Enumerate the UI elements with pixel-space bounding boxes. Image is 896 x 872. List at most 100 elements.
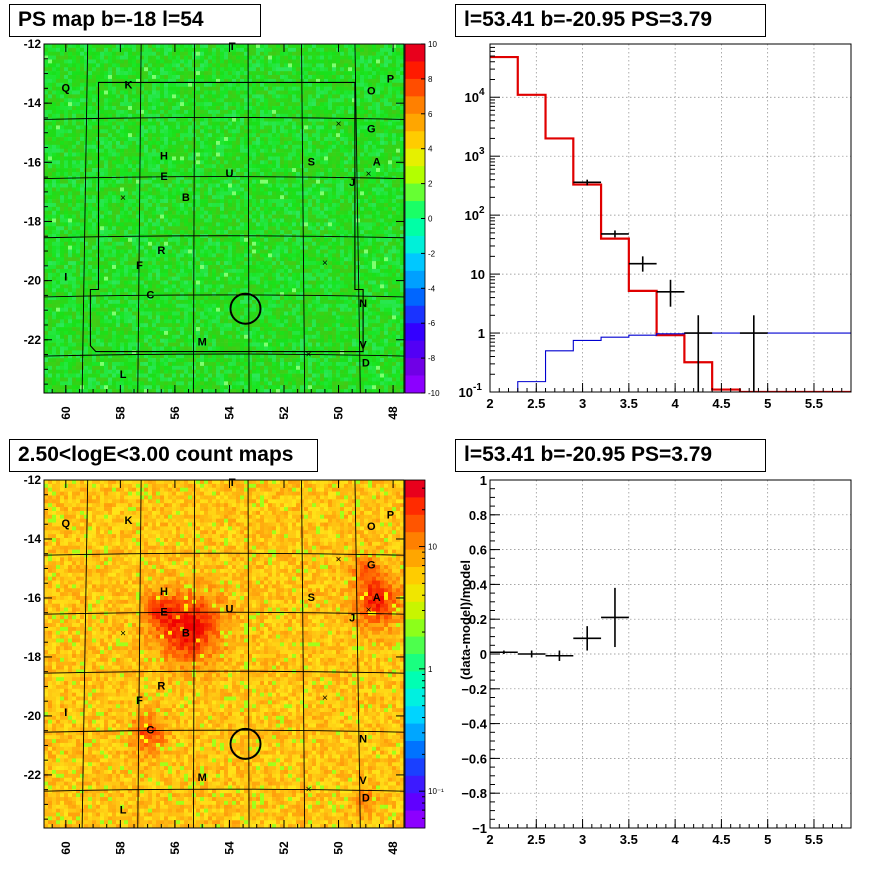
x-tick-label: 4.5 [712,396,730,411]
colorbar-cell [405,480,425,498]
colorbar-cell [405,654,425,672]
source-marker: × [366,169,372,180]
source-label-a: A [373,156,381,168]
x-tick-label: 52 [277,841,291,855]
colorbar-cell [405,113,425,132]
source-label-c: C [146,289,154,301]
x-tick-label: 2 [486,396,493,411]
source-marker: × [336,555,342,566]
colorbar-cell [405,497,425,516]
colorbar-frame [404,479,426,829]
source-marker: × [366,605,372,616]
y-tick-label: 10 [465,208,479,223]
count-heatmap [44,480,404,828]
colorbar-cell [405,775,425,794]
grid-longitude-line [192,480,196,828]
source-marker: × [322,693,328,704]
source-label-m: M [198,337,207,349]
colorbar-tick-label: 4 [428,145,433,154]
y-tick-label: -14 [24,96,42,110]
ps-map-title: PS map b=-18 l=54 [9,4,261,37]
source-label-p: P [387,509,394,521]
y-tick-label: 0.8 [469,508,487,523]
roi-circle [229,292,262,325]
y-tick-label: -12 [24,473,42,487]
colorbar-tick-label: -8 [428,354,436,363]
x-tick-label: 58 [113,406,127,420]
colorbar-cell [405,61,425,80]
source-label-b: B [182,627,190,639]
y-tick-label: -20 [24,709,42,723]
y-tick-label: -16 [24,155,42,169]
y-tick-label: −1 [472,821,487,836]
x-tick-label: 52 [277,406,291,420]
y-tick-label: −0.2 [461,682,487,697]
colorbar-cell [405,619,425,637]
colorbar-cell [405,793,425,811]
x-tick-label: 3 [579,832,586,847]
source-label-r: R [157,245,165,257]
colorbar-tick-label: 10 [428,40,437,49]
x-tick-label: 2.5 [527,832,545,847]
source-label-k: K [125,79,133,91]
x-tick-label: 4.5 [712,832,730,847]
colorbar-cell [405,567,425,585]
source-label-t: T [229,477,236,489]
grid-latitude-line [44,294,404,298]
source-label-h: H [160,150,168,162]
source-label-n: N [359,734,367,746]
coordinate-grid [44,44,404,393]
x-tick-label: 3 [579,396,586,411]
colorbar-tick-label: 1 [428,665,433,674]
x-tick-label: 4 [672,396,680,411]
y-axis-label: (data-model)/model [458,560,473,680]
y-tick-label: -22 [24,768,42,782]
x-tick-label: 48 [386,841,400,855]
grid-latitude-line [44,353,404,357]
x-tick-label: 54 [222,406,236,420]
y-tick-label: -12 [24,37,42,51]
colorbar-cell [405,758,425,777]
coordinate-grid [44,480,404,828]
colorbar-tick-label: 6 [428,110,433,119]
colorbar-cell [405,810,425,829]
source-label-u: U [226,168,234,180]
y-tick-label: 10 [465,149,479,164]
source-label-l: L [120,369,127,381]
grid-longitude-line [137,44,142,393]
colorbar-cell [405,375,425,394]
x-tick-label: 50 [332,406,346,420]
source-label-c: C [146,725,154,737]
ps-step-line [517,332,851,392]
grid-longitude-line [301,44,306,393]
residual-title: l=53.41 b=-20.95 PS=3.79 [455,439,766,472]
source-label-h: H [160,586,168,598]
colorbar-cell [405,131,425,150]
colorbar-cell [405,601,425,620]
y-tick-exponent: 4 [479,87,485,98]
source-label-q: Q [62,82,71,94]
y-tick-exponent: 3 [479,146,485,157]
y-tick-label: 0 [480,647,487,662]
source-label-s: S [308,156,315,168]
colorbar-cell [405,270,425,289]
y-tick-label: −0.8 [461,786,487,801]
x-tick-label: 60 [59,841,73,855]
x-tick-label: 2.5 [527,396,545,411]
source-label-v: V [359,775,367,787]
x-tick-label: 5.5 [805,396,823,411]
x-tick-label: 5 [764,396,771,411]
source-label-o: O [367,85,376,97]
y-tick-label: 10 [465,90,479,105]
plot-frame [489,43,852,393]
x-tick-label: 3.5 [620,832,638,847]
y-tick-label: −0.4 [461,717,487,732]
colorbar-tick-label: 10 [428,543,437,552]
colorbar-cell [405,166,425,184]
y-tick-label: 10 [471,267,485,282]
colorbar-cell [405,636,425,655]
colorbar-cell [405,549,425,568]
count-map-title: 2.50<logE<3.00 count maps [9,439,318,472]
